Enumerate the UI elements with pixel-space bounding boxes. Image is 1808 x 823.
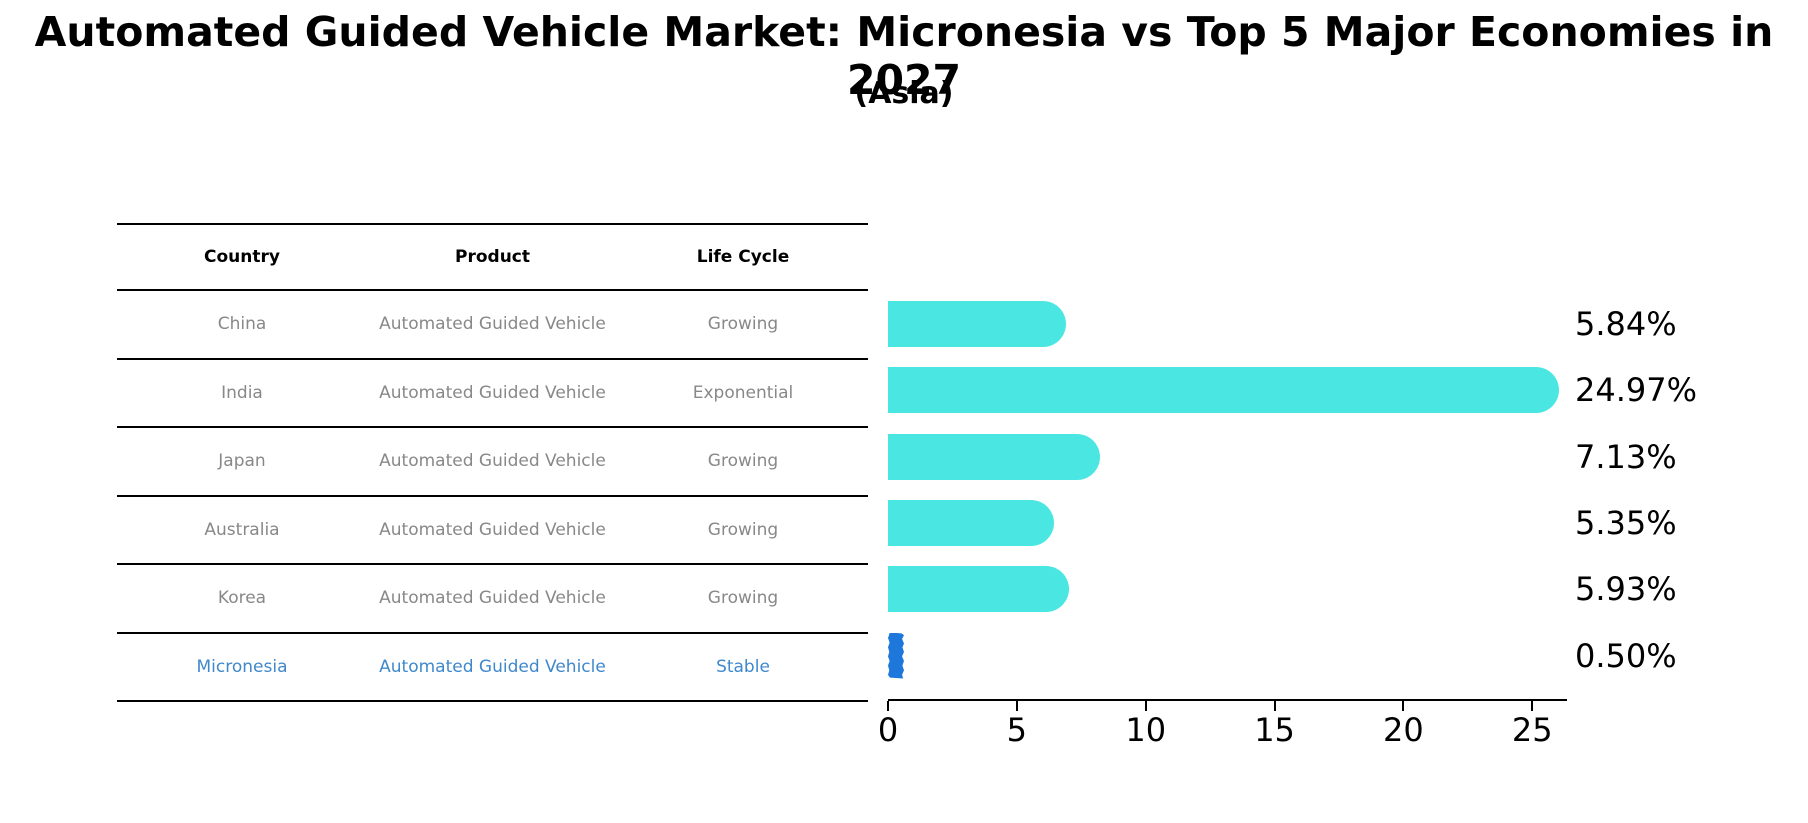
x-tick-0 [887,701,889,711]
x-tick-10 [1144,701,1147,711]
value-label-india: 24.97% [1575,371,1698,410]
col-header-lifecycle: Life Cycle [696,247,790,267]
x-tick-label-10: 10 [1125,711,1167,749]
value-label-australia: 5.35% [1575,503,1677,542]
table-row-india: India Automated Guided Vehicle Exponential [117,357,868,427]
value-label-micronesia: 0.50% [1575,636,1677,675]
value-label-korea: 5.93% [1575,570,1677,609]
cell-product: Automated Guided Vehicle [379,382,606,403]
x-tick-label-20: 20 [1383,711,1424,749]
x-axis-line [888,699,1567,701]
comparison-table: Country Product Life Cycle China Automate… [117,223,868,702]
cell-product: Automated Guided Vehicle [379,314,606,335]
bar-korea [888,566,1069,613]
x-tick-20 [1402,701,1405,711]
bar-india [888,367,1560,414]
value-label-japan: 7.13% [1575,437,1677,476]
table-row-australia: Australia Automated Guided Vehicle Growing [117,494,868,564]
cell-country: Japan [218,451,266,472]
cell-product: Automated Guided Vehicle [379,451,606,472]
cell-life-cycle: Stable [716,656,770,677]
cell-product: Automated Guided Vehicle [379,519,606,540]
x-tick-5 [1015,701,1018,711]
col-header-country: Country [204,247,280,267]
cell-life-cycle: Growing [707,451,779,472]
cell-life-cycle: Growing [707,588,779,609]
x-tick-label-5: 5 [1006,711,1028,749]
value-label-china: 5.84% [1575,305,1677,343]
cell-country: India [221,382,263,403]
page-title: Automated Guided Vehicle Market: Microne… [34,8,1774,104]
bar-japan [888,433,1100,480]
cell-product: Automated Guided Vehicle [379,656,606,677]
bar-china [888,301,1067,347]
x-tick-25 [1531,701,1534,711]
table-row-micronesia: Micronesia Automated Guided Vehicle Stable [117,631,868,701]
x-tick-label-25: 25 [1511,711,1553,749]
cell-product: Automated Guided Vehicle [379,588,606,609]
bar-australia [888,499,1054,546]
table-body: China Automated Guided Vehicle Growing Indi… [117,289,868,700]
table-header-row: Country Product Life Cycle [117,223,868,289]
cell-country: Australia [204,519,280,540]
x-tick-label-0: 0 [877,711,899,749]
table-row-china: China Automated Guided Vehicle Growing [117,289,868,358]
cell-life-cycle: Exponential [692,382,794,403]
cell-country: China [217,314,267,335]
cell-life-cycle: Growing [707,314,779,335]
x-tick-label-15: 15 [1254,711,1295,749]
table-row-korea: Korea Automated Guided Vehicle Growing [117,563,868,632]
page-subtitle: (Asia) [854,76,954,111]
cell-country: Micronesia [196,656,288,677]
cell-country: Korea [217,588,267,609]
x-tick-15 [1273,701,1276,711]
col-header-product: Product [455,247,530,267]
table-row-japan: Japan Automated Guided Vehicle Growing [117,426,868,495]
bar-micronesia [888,632,904,679]
cell-life-cycle: Growing [707,519,779,540]
